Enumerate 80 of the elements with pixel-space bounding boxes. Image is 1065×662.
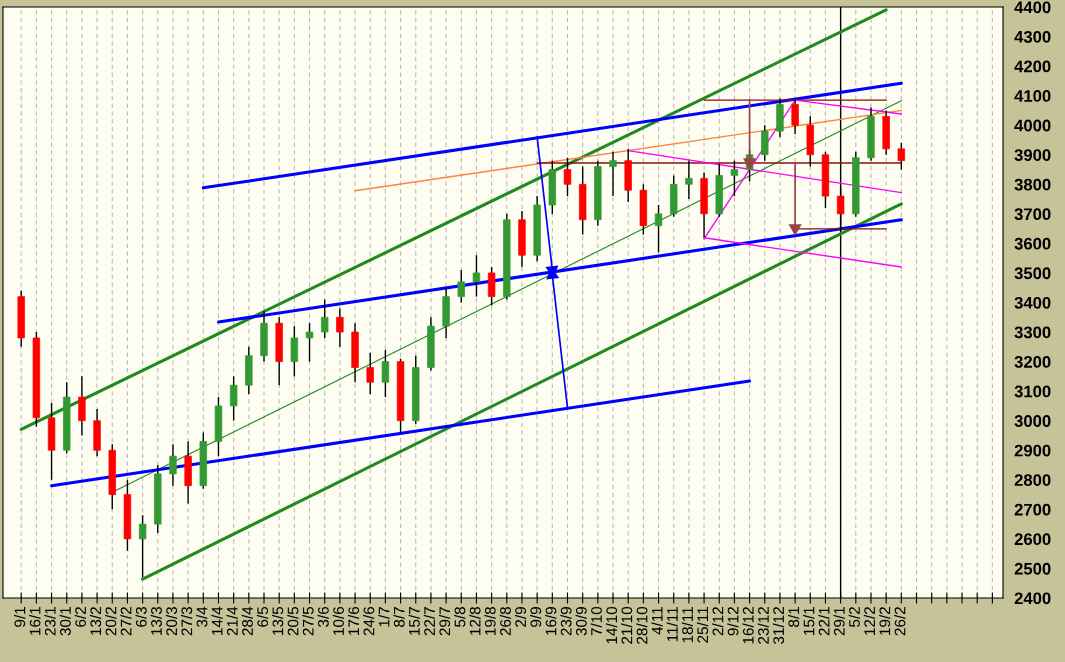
x-tick-label: 12/2 [863, 607, 876, 635]
x-tick-label: 11/11 [666, 607, 678, 642]
x-tick-label: 1/7 [378, 607, 390, 627]
x-tick-label: 20/5 [287, 606, 299, 636]
y-tick-label: 3200 [1014, 356, 1051, 368]
x-tick-label: 27/3 [181, 607, 193, 636]
x-tick-label: 27/2 [120, 607, 132, 636]
x-tick-label: 19/2 [879, 607, 891, 635]
x-tick-label: 16/9 [545, 607, 557, 635]
y-tick-label: 2900 [1014, 444, 1051, 457]
y-tick-label: 4400 [1014, 1, 1051, 14]
x-tick-label: 26/2 [894, 607, 906, 636]
x-tick-label: 13/2 [89, 607, 102, 635]
x-tick-label: 28/10 [636, 606, 648, 644]
x-tick-label: 26/8 [499, 606, 511, 636]
x-tick-label: 8/1 [787, 607, 800, 627]
x-tick-label: 29/1 [833, 607, 845, 636]
y-tick-label: 3100 [1014, 385, 1051, 398]
x-tick-label: 2/9 [514, 607, 527, 627]
x-tick-label: 23/12 [757, 607, 769, 644]
x-tick-label: 27/5 [302, 606, 314, 636]
x-tick-label: 22/7 [423, 607, 436, 636]
y-tick-label: 4300 [1014, 30, 1051, 43]
x-tick-label: 6/3 [135, 607, 147, 627]
y-tick-label: 4100 [1014, 90, 1051, 102]
x-tick-label: 6/2 [74, 607, 87, 627]
x-tick-label: 9/9 [530, 607, 542, 627]
x-tick-label: 9/1 [14, 607, 26, 627]
y-tick-label: 4200 [1014, 60, 1051, 73]
x-tick-label: 10/6 [332, 607, 344, 635]
x-tick-label: 13/3 [150, 607, 162, 635]
x-tick-label: 20/3 [165, 607, 178, 636]
x-tick-label: 12/8 [469, 606, 481, 635]
x-tick-label: 5/2 [848, 607, 860, 627]
x-tick-label: 6/5 [256, 606, 269, 627]
x-tick-label: 23/1 [44, 607, 56, 636]
y-tick-label: 3500 [1014, 267, 1051, 280]
x-tick-label: 8/7 [393, 607, 405, 627]
x-tick-label: 23/9 [560, 607, 572, 636]
x-tick-label: 14/10 [605, 606, 618, 644]
x-tick-label: 20/2 [105, 607, 117, 636]
x-tick-label: 3/6 [317, 607, 329, 627]
x-tick-label: 5/8 [454, 607, 466, 627]
x-tick-label: 17/6 [347, 607, 360, 635]
x-tick-label: 7/10 [590, 606, 602, 636]
x-tick-label: 2/12 [712, 607, 724, 636]
y-tick-label: 2600 [1014, 533, 1051, 546]
x-tick-label: 15/7 [408, 607, 420, 635]
x-tick-label: 31/12 [772, 607, 785, 644]
y-tick-label: 4000 [1014, 119, 1051, 132]
y-tick-label: 2500 [1014, 562, 1051, 575]
x-tick-label: 16/1 [29, 607, 41, 635]
y-tick-label: 3800 [1014, 178, 1051, 191]
x-tick-label: 30/9 [575, 607, 587, 636]
y-tick-label: 3900 [1014, 149, 1051, 161]
y-tick-label: 3400 [1014, 296, 1051, 309]
x-tick-label: 18/11 [681, 607, 693, 643]
x-tick-label: 16/12 [742, 607, 754, 644]
x-tick-label: 21/10 [621, 606, 633, 644]
x-tick-label: 25/11 [696, 607, 709, 643]
y-tick-label: 2700 [1014, 503, 1051, 516]
y-tick-label: 3700 [1014, 208, 1051, 221]
y-tick-label: 2800 [1014, 474, 1051, 486]
x-tick-label: 30/1 [59, 607, 71, 636]
x-tick-label: 21/4 [226, 606, 238, 636]
x-tick-label: 14/4 [211, 606, 223, 635]
x-tick-label: 4/11 [651, 607, 663, 635]
x-tick-label: 9/12 [727, 607, 739, 636]
y-tick-label: 3300 [1014, 326, 1051, 339]
x-tick-label: 22/1 [818, 607, 830, 636]
x-tick-label: 13/5 [272, 606, 284, 635]
y-tick-label: 3000 [1014, 415, 1051, 427]
x-tick-label: 29/7 [438, 607, 451, 636]
x-tick-label: 3/4 [196, 606, 208, 627]
x-tick-label: 15/1 [803, 607, 815, 635]
x-tick-label: 28/4 [241, 606, 253, 636]
y-tick-label: 3600 [1014, 237, 1051, 250]
x-tick-label: 19/8 [484, 606, 496, 635]
y-tick-label: 2400 [1014, 592, 1051, 605]
x-tick-label: 24/6 [363, 607, 375, 636]
